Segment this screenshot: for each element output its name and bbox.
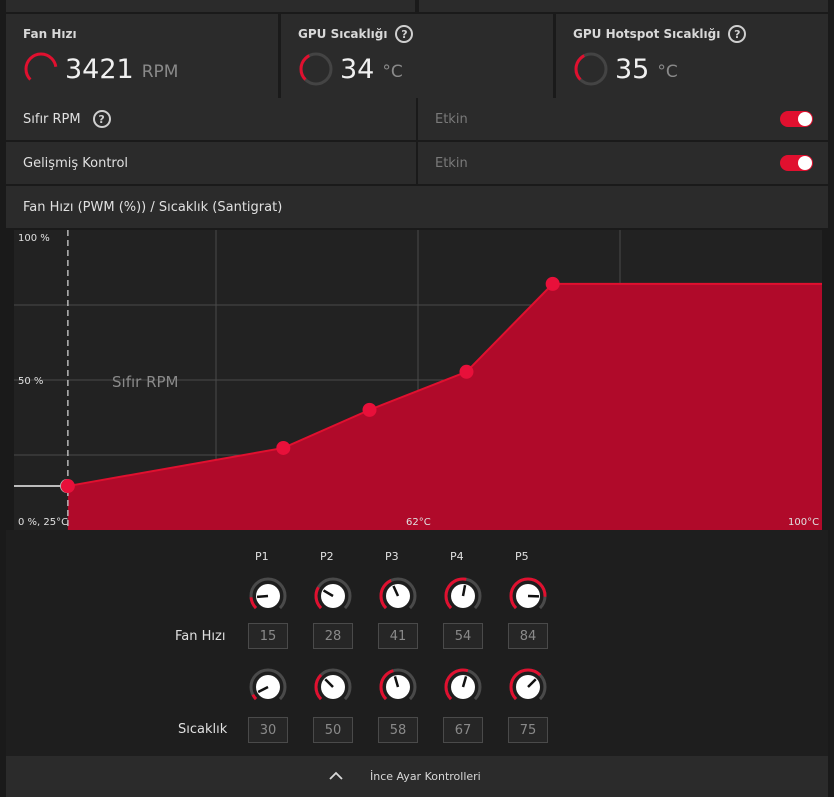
curve-points-panel: P1 P2 P3 P4 P5 Fan Hızı Sıcaklık 15 30 28 5… xyxy=(6,530,828,756)
fan-speed-knob-p5[interactable] xyxy=(508,576,548,616)
fan-speed-knob-p4[interactable] xyxy=(443,576,483,616)
temperature-knob-p1[interactable] xyxy=(248,667,288,707)
fine-tune-controls-footer[interactable]: İnce Ayar Kontrolleri xyxy=(6,756,828,797)
help-icon[interactable]: ? xyxy=(728,25,747,43)
help-icon[interactable]: ? xyxy=(395,25,414,43)
temperature-knob-p5[interactable] xyxy=(508,667,548,707)
temperature-value-p5[interactable]: 75 xyxy=(508,717,548,743)
curve-point-p4 xyxy=(459,364,474,379)
help-icon[interactable]: ? xyxy=(92,110,111,128)
fan-speed-knob-p1[interactable] xyxy=(248,576,288,616)
temperature-row-label: Sıcaklık xyxy=(178,722,228,737)
temperature-value-p4[interactable]: 67 xyxy=(443,717,483,743)
zero-rpm-region-label: Sıfır RPM xyxy=(112,373,179,391)
point-label-p1: P1 xyxy=(255,550,269,563)
temperature-knob-p2[interactable] xyxy=(313,667,353,707)
chart-title: Fan Hızı (PWM (%)) / Sıcaklık (Santigrat… xyxy=(6,186,828,228)
gpu-hotspot-stat: GPU Hotspot Sıcaklığı? 35 °C xyxy=(556,14,828,98)
temperature-value-p2[interactable]: 50 xyxy=(313,717,353,743)
fan-curve-chart[interactable]: 100 % 50 % 0 %, 25°C 62°C 100°C Sıfır RP… xyxy=(14,230,822,530)
gpu-hotspot-unit: °C xyxy=(657,62,678,82)
x-tick-62: 62°C xyxy=(406,517,431,528)
chevron-up-icon xyxy=(329,771,343,780)
zero-rpm-status: Etkin xyxy=(435,111,468,127)
fan-speed-value-p2[interactable]: 28 xyxy=(313,623,353,649)
point-label-p2: P2 xyxy=(320,550,334,563)
gpu-temp-stat: GPU Sıcaklığı? 34 °C xyxy=(281,14,553,98)
advanced-control-label: Gelişmiş Kontrol xyxy=(23,155,129,171)
point-label-p5: P5 xyxy=(515,550,529,563)
gpu-hotspot-title: GPU Hotspot Sıcaklığı xyxy=(573,27,721,41)
gpu-temp-gauge-icon xyxy=(299,52,333,86)
gpu-temp-title: GPU Sıcaklığı xyxy=(298,27,388,41)
origin-tick: 0 %, 25°C xyxy=(18,517,69,528)
curve-area xyxy=(67,283,822,530)
fan-speed-knob-p2[interactable] xyxy=(313,576,353,616)
temperature-knob-p3[interactable] xyxy=(378,667,418,707)
fan-speed-value: 3421 xyxy=(65,53,134,85)
curve-point-p1 xyxy=(60,479,75,494)
fan-speed-value-p4[interactable]: 54 xyxy=(443,623,483,649)
curve-line xyxy=(67,282,822,488)
top-strip xyxy=(6,0,828,12)
fan-speed-knob-p3[interactable] xyxy=(378,576,418,616)
temperature-value-p3[interactable]: 58 xyxy=(378,717,418,743)
point-label-p4: P4 xyxy=(450,550,464,563)
zero-rpm-row: Sıfır RPM? Etkin xyxy=(6,98,828,140)
curve-point-p3 xyxy=(362,402,377,417)
fan-speed-title: Fan Hızı xyxy=(23,27,77,41)
top-strip-right xyxy=(419,0,828,12)
fan-speed-stat: Fan Hızı 3421 RPM xyxy=(6,14,278,98)
curve-point-p5 xyxy=(545,276,560,291)
curve-point-p2 xyxy=(276,440,291,455)
zero-rpm-label: Sıfır RPM xyxy=(23,111,81,127)
gpu-hotspot-gauge-icon xyxy=(574,52,608,86)
zero-rpm-toggle[interactable] xyxy=(780,111,813,127)
gpu-temp-unit: °C xyxy=(382,62,403,82)
fan-curve-svg[interactable] xyxy=(14,230,822,530)
advanced-control-toggle[interactable] xyxy=(780,155,813,171)
temperature-value-p1[interactable]: 30 xyxy=(248,717,288,743)
fan-speed-value-p5[interactable]: 84 xyxy=(508,623,548,649)
stats-bar: Fan Hızı 3421 RPM GPU Sıcaklığı? 34 °C G… xyxy=(6,14,828,98)
fan-speed-value-p3[interactable]: 41 xyxy=(378,623,418,649)
gpu-temp-value: 34 xyxy=(340,53,375,85)
top-strip-left xyxy=(6,0,415,12)
advanced-control-row: Gelişmiş Kontrol Etkin xyxy=(6,142,828,184)
advanced-control-status: Etkin xyxy=(435,155,468,171)
y-tick-50: 50 % xyxy=(18,376,44,387)
x-tick-100: 100°C xyxy=(788,517,820,528)
fan-speed-value-p1[interactable]: 15 xyxy=(248,623,288,649)
fine-tune-controls-label: İnce Ayar Kontrolleri xyxy=(370,770,481,783)
temperature-knob-p4[interactable] xyxy=(443,667,483,707)
fan-speed-row-label: Fan Hızı xyxy=(175,629,226,644)
point-label-p3: P3 xyxy=(385,550,399,563)
y-tick-100: 100 % xyxy=(18,233,50,244)
fan-speed-unit: RPM xyxy=(141,62,179,82)
gpu-hotspot-value: 35 xyxy=(615,53,650,85)
fan-gauge-icon xyxy=(24,52,58,86)
